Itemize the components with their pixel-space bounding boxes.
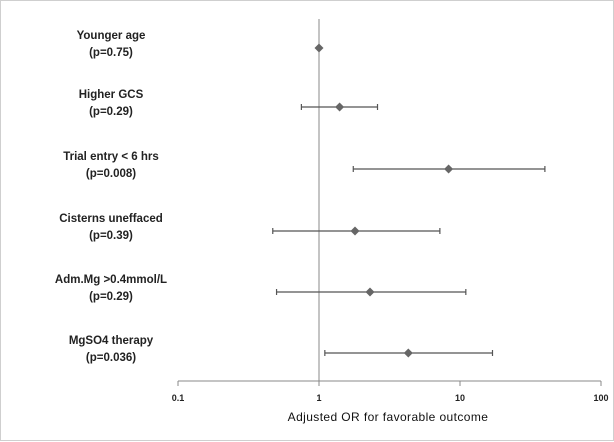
or-marker bbox=[403, 348, 413, 358]
x-tick-label: 0.1 bbox=[172, 393, 185, 403]
row-p-value: (p=0.75) bbox=[89, 47, 133, 59]
forest-row: Younger age (p=0.75) bbox=[77, 30, 324, 59]
forest-row: Adm.Mg >0.4mmol/L (p=0.29) bbox=[55, 274, 467, 303]
row-label: Higher GCS bbox=[79, 89, 144, 101]
row-p-value: (p=0.008) bbox=[86, 168, 136, 180]
x-tick-label: 100 bbox=[593, 393, 608, 403]
forest-row: MgSO4 therapy (p=0.036) bbox=[69, 335, 494, 364]
row-p-value: (p=0.29) bbox=[89, 106, 133, 118]
x-tick-label: 1 bbox=[316, 393, 321, 403]
x-axis-title: Adjusted OR for favorable outcome bbox=[288, 410, 489, 424]
forest-row: Cisterns uneffaced (p=0.39) bbox=[59, 213, 441, 242]
forest-row: Trial entry < 6 hrs (p=0.008) bbox=[63, 151, 546, 180]
row-label: Cisterns uneffaced bbox=[59, 213, 163, 225]
or-marker bbox=[444, 164, 454, 174]
row-label: Trial entry < 6 hrs bbox=[63, 151, 159, 163]
forest-row: Higher GCS (p=0.29) bbox=[79, 89, 379, 118]
row-p-value: (p=0.036) bbox=[86, 352, 136, 364]
or-marker bbox=[314, 43, 324, 53]
or-marker bbox=[365, 287, 375, 297]
row-p-value: (p=0.29) bbox=[89, 291, 133, 303]
or-marker bbox=[350, 226, 360, 236]
row-label: Younger age bbox=[77, 30, 146, 42]
row-label: Adm.Mg >0.4mmol/L bbox=[55, 274, 167, 286]
row-p-value: (p=0.39) bbox=[89, 230, 133, 242]
x-tick-label: 10 bbox=[455, 393, 465, 403]
row-label: MgSO4 therapy bbox=[69, 335, 154, 347]
or-marker bbox=[335, 102, 345, 112]
